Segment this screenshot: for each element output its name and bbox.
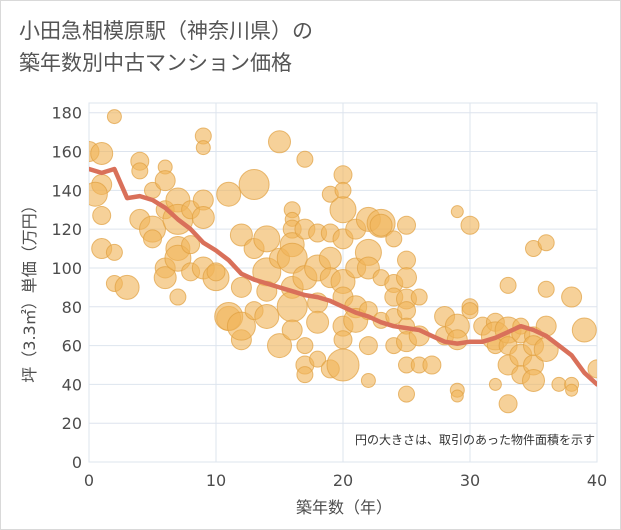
y-axis-label: 坪（3.3㎡）単価（万円） (20, 197, 39, 382)
y-tick-label: 60 (62, 337, 82, 356)
data-bubble (498, 394, 518, 414)
data-bubble (537, 234, 555, 252)
data-bubble (360, 372, 376, 388)
data-bubble (587, 359, 597, 379)
data-bubble (226, 311, 256, 341)
x-axis-label: 築年数（年） (296, 498, 392, 517)
data-bubble (398, 385, 415, 403)
data-bubble (296, 337, 314, 355)
data-bubble (397, 250, 416, 270)
data-bubble (206, 262, 226, 282)
data-bubble (229, 223, 253, 247)
data-bubble (267, 333, 292, 359)
axis-ticks: 0 10 20 30 40 0 20 40 60 80 100 120 140 160 180 (51, 104, 607, 490)
data-bubble (89, 181, 108, 207)
data-bubble (571, 317, 597, 343)
x-tick-label: 10 (206, 471, 226, 490)
x-tick-label: 0 (84, 471, 94, 490)
data-bubble (450, 389, 464, 403)
data-bubble (169, 288, 187, 306)
y-tick-label: 100 (51, 259, 82, 278)
data-bubble (537, 280, 555, 298)
data-bubble (216, 181, 242, 207)
chart-title: 小田急相模原駅（神奈川県）の 築年数別中古マンション価格 (19, 15, 313, 79)
data-bubble (90, 141, 114, 165)
data-bubble (318, 246, 342, 270)
data-bubble (422, 355, 442, 375)
data-bubble (329, 196, 357, 224)
data-bubble (334, 181, 352, 199)
y-tick-label: 40 (62, 375, 82, 394)
data-bubble (154, 170, 176, 192)
data-bubble (153, 266, 177, 290)
data-bubble (410, 288, 428, 306)
data-bubble (396, 267, 417, 289)
y-tick-label: 0 (72, 453, 82, 472)
y-tick-label: 120 (51, 220, 82, 239)
x-tick-label: 30 (460, 471, 480, 490)
data-bubble (238, 169, 270, 201)
data-bubble (461, 302, 479, 320)
data-bubble (106, 109, 122, 125)
data-bubble (296, 150, 314, 168)
data-bubble (488, 377, 502, 391)
data-bubble (195, 140, 211, 156)
data-bubble (131, 162, 149, 180)
y-tick-label: 80 (62, 298, 82, 317)
chart-title-line2: 築年数別中古マンション価格 (19, 51, 292, 75)
data-bubble (460, 215, 480, 235)
data-bubble (551, 376, 567, 392)
trend-line-layer (89, 166, 597, 387)
data-bubble (561, 286, 583, 308)
trend-line (89, 166, 597, 387)
data-bubble (306, 310, 330, 334)
data-bubble (358, 336, 378, 356)
data-bubble (230, 276, 252, 298)
data-bubble (191, 205, 215, 229)
data-bubble (281, 319, 303, 341)
data-bubble (296, 366, 314, 384)
data-bubble (143, 229, 162, 249)
chart-title-line1: 小田急相模原駅（神奈川県）の (19, 19, 313, 43)
data-bubble (326, 348, 360, 382)
y-tick-label: 20 (62, 414, 82, 433)
data-bubble (499, 276, 517, 294)
bubbles-layer (89, 109, 597, 414)
data-bubble (276, 242, 308, 274)
data-bubble (522, 368, 545, 392)
data-bubble (397, 301, 416, 321)
y-tick-label: 180 (51, 104, 82, 123)
data-bubble (397, 215, 416, 235)
data-bubble (92, 206, 112, 226)
data-bubble (333, 330, 353, 350)
data-bubble (114, 274, 140, 300)
data-bubble (105, 243, 123, 261)
data-bubble (450, 205, 464, 219)
data-bubble (565, 383, 579, 397)
data-bubble (333, 165, 353, 185)
data-bubble (369, 213, 393, 237)
data-bubble (181, 235, 201, 255)
data-bubble (268, 130, 291, 154)
y-tick-label: 160 (51, 143, 82, 162)
x-tick-label: 20 (333, 471, 353, 490)
chart-note: 円の大きさは、取引のあった物件面積を示す (355, 432, 595, 447)
data-bubble (385, 230, 403, 248)
x-tick-label: 40 (587, 471, 607, 490)
y-tick-label: 140 (51, 181, 82, 200)
data-bubble (254, 303, 280, 329)
data-bubble (446, 329, 468, 351)
data-bubble (253, 225, 281, 253)
data-bubble (309, 350, 327, 368)
